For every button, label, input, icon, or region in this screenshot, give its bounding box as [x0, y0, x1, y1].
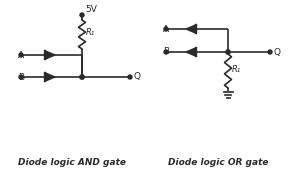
Polygon shape [186, 48, 196, 56]
Circle shape [164, 27, 168, 31]
Circle shape [164, 50, 168, 54]
Circle shape [268, 50, 272, 54]
Circle shape [128, 75, 132, 79]
Text: Q: Q [273, 47, 280, 56]
Circle shape [226, 50, 230, 54]
Polygon shape [186, 25, 196, 33]
Text: A: A [163, 24, 169, 33]
Text: R₁: R₁ [86, 28, 95, 37]
Circle shape [80, 13, 84, 17]
Text: B: B [18, 73, 24, 81]
Text: A: A [18, 50, 24, 59]
Circle shape [80, 75, 84, 79]
Circle shape [19, 53, 23, 57]
Circle shape [19, 75, 23, 79]
Text: Diode logic AND gate: Diode logic AND gate [18, 158, 126, 167]
Text: Q: Q [133, 73, 140, 81]
Text: Diode logic OR gate: Diode logic OR gate [168, 158, 268, 167]
Text: R₁: R₁ [232, 64, 241, 73]
Text: B: B [163, 47, 169, 56]
Polygon shape [45, 73, 55, 81]
Text: 5V: 5V [85, 5, 97, 14]
Polygon shape [45, 51, 55, 59]
